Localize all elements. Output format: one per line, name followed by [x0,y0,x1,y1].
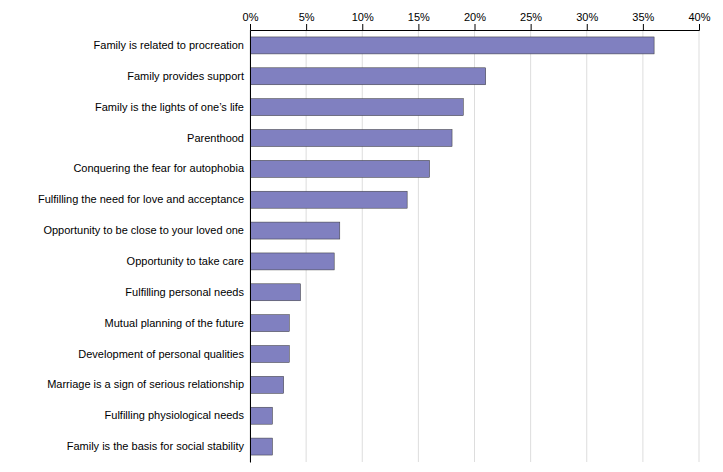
tick: Development of personal qualities [78,348,250,360]
grid-line [306,30,307,462]
bar [250,160,430,177]
grid-line [474,30,475,462]
tick: Marriage is a sign of serious relationsh… [47,378,250,390]
tick-mark [587,24,588,30]
tick-label: Conquering the fear for autophobia [73,162,245,174]
tick-label: Family provides support [127,70,244,82]
tick-mark [418,24,419,30]
y-axis: Family is the basis for social stability… [38,31,251,463]
grid-line [586,30,587,462]
tick: Mutual planning of the future [105,317,250,329]
bars [250,37,654,455]
tick-label: Development of personal qualities [78,348,244,360]
tick-mark [250,24,251,30]
tick: 30% [576,11,598,30]
tick-mark [362,24,363,30]
bar [250,315,289,332]
grid-line [362,30,363,462]
grid-line [250,30,251,462]
tick-label: 5% [299,11,315,23]
axis-line [250,31,251,463]
tick: Fulfilling the need for love and accepta… [38,193,250,205]
chart: 0% 5% 10% 15% 20% 25% 30% 35% 40% Family is the b… [0,0,723,472]
tick-label: Fulfilling physiological needs [105,409,245,421]
grid-line [530,30,531,462]
bar [250,346,289,363]
tick-label: 15% [408,11,430,23]
tick: Parenthood [187,132,250,144]
tick-label: Parenthood [187,132,244,144]
tick: 15% [408,11,430,30]
tick-label: 20% [464,11,486,23]
tick: 40% [688,11,710,30]
tick-label: 40% [688,11,710,23]
bar [250,438,272,455]
tick-label: Family is the lights of one’s life [95,101,244,113]
bar [250,253,334,270]
tick-mark [531,24,532,30]
bar [250,191,407,208]
tick: 5% [299,11,315,30]
tick: Fulfilling physiological needs [105,409,250,421]
tick: Conquering the fear for autophobia [73,162,250,174]
bar [250,99,463,116]
tick-label: 25% [520,11,542,23]
tick-mark [306,24,307,30]
bar [250,222,340,239]
tick-mark [643,24,644,30]
tick: Opportunity to be close to your loved on… [43,224,250,236]
tick-label: Fulfilling personal needs [125,286,244,298]
tick-mark [475,24,476,30]
bar [250,68,486,85]
tick-label: Fulfilling the need for love and accepta… [38,193,244,205]
plot: 0% 5% 10% 15% 20% 25% 30% 35% 40% Family is the b… [38,11,711,463]
tick-label: Family is related to procreation [94,39,244,51]
x-axis: 0% 5% 10% 15% 20% 25% 30% 35% 40% [243,11,711,31]
tick: Family is the lights of one’s life [95,101,250,113]
tick: 10% [352,11,374,30]
tick-label: Family is the basis for social stability [67,440,245,452]
tick-label: Mutual planning of the future [105,317,244,329]
grid [250,30,699,462]
tick: Family provides support [127,70,250,82]
grid-line [642,30,643,462]
grid-line [418,30,419,462]
tick-label: 30% [576,11,598,23]
tick-mark [699,24,700,30]
tick-label: 10% [352,11,374,23]
tick-label: Opportunity to be close to your loved on… [43,224,244,236]
axis-line [251,24,700,31]
tick: Family is related to procreation [94,39,250,51]
tick: 20% [464,11,486,30]
bar [250,407,272,424]
bar [250,37,654,54]
tick-label: Opportunity to take care [127,255,244,267]
bar [250,376,284,393]
tick-label: 35% [632,11,654,23]
tick: Family is the basis for social stability [67,440,250,452]
tick: 0% [243,11,259,30]
tick-label: Marriage is a sign of serious relationsh… [47,378,244,390]
tick-label: 0% [243,11,259,23]
tick: Opportunity to take care [127,255,250,267]
tick: 35% [632,11,654,30]
grid-line [699,30,700,462]
tick: 25% [520,11,542,30]
tick: Fulfilling personal needs [125,286,250,298]
bar [250,130,452,147]
bar [250,284,301,301]
